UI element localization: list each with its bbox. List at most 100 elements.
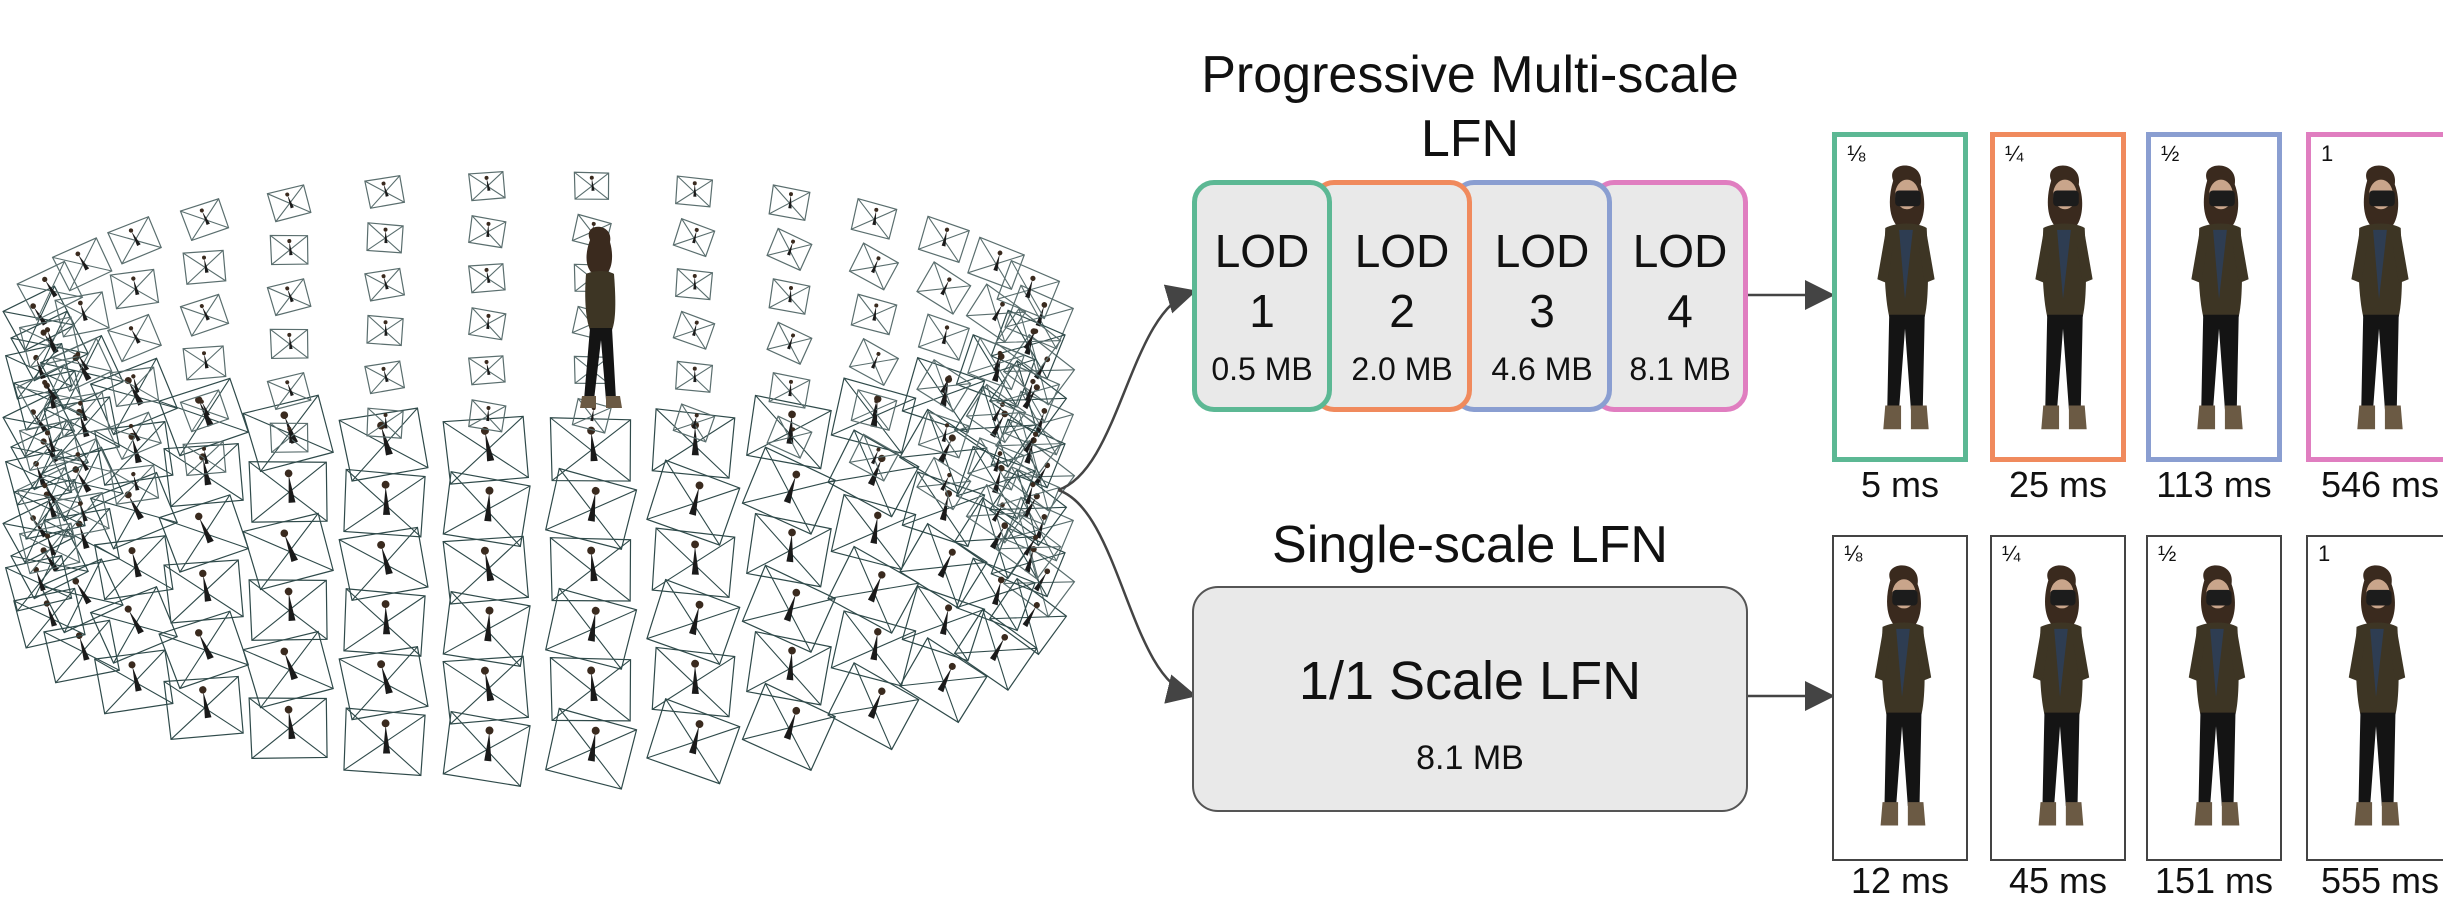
scale-fraction: 1 [2321,141,2334,166]
progressive-render-3: ½ [2146,132,2282,462]
camera-frustum [646,459,741,546]
lod-number: 4 [1667,285,1693,337]
camera-frustum [338,526,429,602]
camera-frustum [343,707,426,777]
camera-frustum [675,360,714,393]
camera-frustum [917,313,970,361]
camera-frustum [248,579,328,641]
camera-frustum [901,471,986,548]
arrow-to-single [1057,488,1197,704]
camera-frustum [158,610,250,690]
camera-frustum [545,467,638,550]
camera-frustum [953,608,1038,691]
lod-size: 4.6 MB [1491,351,1593,387]
camera-frustum [672,310,716,350]
camera-frustum [651,646,736,718]
camera-frustum [442,535,530,605]
camera-frustum [916,456,972,511]
camera-frustum [768,278,811,315]
camera-frustum [442,470,531,548]
camera-frustum [338,646,429,721]
single-box-size: 8.1 MB [1416,739,1524,777]
camera-frustum [54,291,110,338]
camera-frustum [830,610,917,687]
camera-frustum [848,433,900,482]
camera-frustum [468,307,507,341]
scale-fraction: 1 [2318,541,2331,566]
person-render [2325,151,2433,452]
single-render-2: ¼ [1990,535,2126,861]
camera-frustum [675,268,714,301]
camera-frustum [242,512,334,591]
lod-label: LOD [1632,225,1728,277]
single-render-3: ½ [2146,535,2282,861]
camera-frustum [848,337,900,387]
camera-frustum [109,366,160,408]
camera-frustum [442,590,531,668]
camera-frustum [182,249,227,285]
camera-frustum [994,307,1062,374]
camera-frustum [953,496,1038,580]
scale-fraction: ¼ [2002,541,2021,566]
camera-rig-illustration [2,171,1076,790]
camera-frustum [996,362,1061,423]
camera-frustum [366,314,404,347]
scale-fraction: ⅛ [1844,541,1863,566]
progressive-render-2: ¼ [1990,132,2126,462]
camera-frustum [266,371,312,411]
camera-frustum [850,293,898,336]
camera-frustum [899,408,988,495]
camera-frustum [967,236,1026,290]
camera-frustum [994,514,1062,580]
camera-frustum [766,321,813,365]
single-render-4: 1 [2306,535,2443,861]
scale-fraction: ½ [2161,141,2180,166]
progressive-render-time-2: 25 ms [2008,464,2108,505]
lod-box-3: LOD 3 4.6 MB [1452,180,1612,412]
camera-frustum [901,356,986,433]
person-render [2165,151,2273,452]
camera-frustum [967,336,1026,391]
camera-frustum [996,259,1061,320]
camera-frustum [182,345,227,381]
camera-frustum [848,242,900,291]
lod-box-4: LOD 4 8.1 MB [1592,180,1748,412]
camera-frustum [269,328,309,360]
camera-frustum [916,358,972,413]
camera-frustum [43,619,121,684]
progressive-render-time-3: 113 ms [2156,464,2272,505]
camera-frustum [549,656,632,722]
camera-frustum [468,355,506,386]
camera-frustum [468,171,506,202]
camera-frustum [343,468,426,538]
camera-frustum [646,698,741,785]
camera-frustum [917,411,970,459]
camera-frustum [741,446,836,535]
camera-frustum [93,649,174,715]
camera-frustum [827,662,920,751]
lod-label: LOD [1354,225,1450,277]
person-render [1851,151,1959,452]
single-render-time-2: 45 ms [2008,860,2108,901]
camera-frustum [107,411,162,461]
lod-label: LOD [1214,225,1310,277]
camera-frustum [768,184,811,221]
camera-frustum [850,389,898,431]
lod-number: 3 [1529,285,1555,337]
person-render [2006,551,2114,848]
progressive-title-line1: Progressive Multi-scale [1201,46,1739,104]
camera-frustum [766,415,813,459]
camera-frustum [965,383,1027,444]
camera-frustum [468,215,507,249]
single-render-time-4: 555 ms [2320,860,2439,901]
camera-frustum [18,522,81,575]
camera-frustum [107,313,162,363]
single-box-label: 1/1 Scale LFN [1298,651,1642,711]
single-scale-box: 1/1 Scale LFN 8.1 MB [1192,586,1748,812]
person-render [2162,551,2270,848]
scale-fraction: ⅛ [1847,141,1866,166]
camera-frustum [468,399,507,433]
camera-frustum [18,316,81,369]
